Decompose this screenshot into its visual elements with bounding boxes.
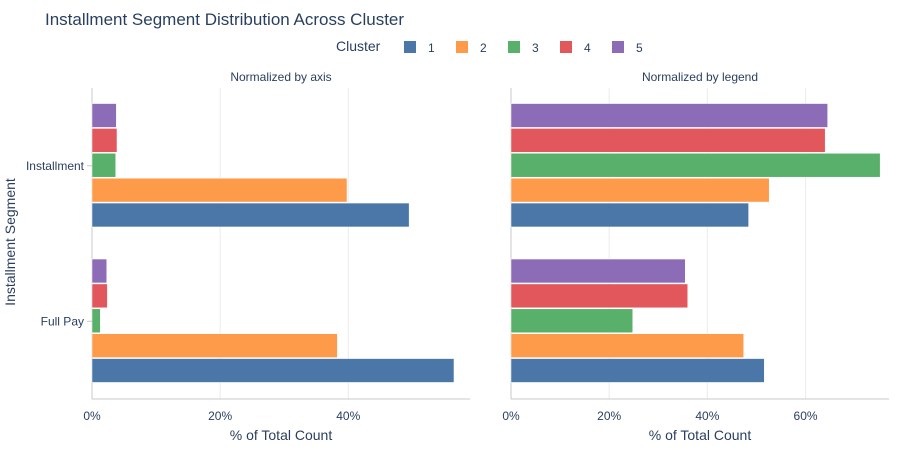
bar-full-pay-cluster-4[interactable] [510, 283, 688, 309]
legend-title: Cluster [336, 38, 381, 54]
bar-full-pay-cluster-5[interactable] [91, 258, 107, 284]
legend-swatch-3[interactable] [508, 41, 520, 53]
legend-label-5[interactable]: 5 [636, 41, 643, 55]
bar-installment-cluster-5[interactable] [510, 103, 828, 128]
x-axis-title: % of Total Count [230, 427, 333, 443]
bar-installment-cluster-1[interactable] [91, 202, 410, 228]
chart-title: Installment Segment Distribution Across … [45, 10, 404, 29]
y-axis-title: Installment Segment [2, 178, 18, 306]
bar-full-pay-cluster-3[interactable] [510, 308, 633, 333]
x-tick-label: 40% [695, 409, 719, 423]
panel-2: Normalized by legend 0% 20% 40% 60% % of Tota… [502, 70, 889, 443]
x-tick-label: 40% [336, 409, 360, 423]
legend-swatch-4[interactable] [560, 41, 572, 53]
legend-label-3[interactable]: 3 [532, 41, 539, 55]
bar-installment-cluster-1[interactable] [510, 202, 749, 228]
bar-installment-cluster-2[interactable] [91, 177, 348, 203]
bar-installment-cluster-2[interactable] [510, 177, 770, 203]
x-tick-label: 60% [794, 409, 818, 423]
panel-subtitle: Normalized by axis [230, 70, 331, 84]
y-tick-label: Full Pay [41, 314, 84, 328]
legend-label-4[interactable]: 4 [584, 41, 591, 55]
bar-full-pay-cluster-3[interactable] [91, 308, 101, 333]
y-tick-label: Installment [26, 159, 85, 173]
legend-label-1[interactable]: 1 [428, 41, 435, 55]
panel-subtitle: Normalized by legend [642, 70, 758, 84]
x-tick-label: 0% [83, 409, 101, 423]
bar-installment-cluster-3[interactable] [510, 153, 881, 178]
x-tick-label: 20% [597, 409, 621, 423]
legend-swatch-5[interactable] [612, 41, 624, 53]
legend-label-2[interactable]: 2 [480, 41, 487, 55]
bar-full-pay-cluster-2[interactable] [91, 333, 338, 358]
bar-full-pay-cluster-4[interactable] [91, 283, 108, 309]
x-axis-title: % of Total Count [649, 427, 752, 443]
legend-swatch-1[interactable] [404, 41, 416, 53]
bar-full-pay-cluster-2[interactable] [510, 333, 744, 358]
legend: Cluster 1 2 3 4 5 [336, 38, 643, 55]
panel-1: Normalized by axis 0% 20% 40%% of Total Cou… [26, 70, 470, 443]
x-tick-label: 20% [208, 409, 232, 423]
bar-installment-cluster-4[interactable] [91, 128, 118, 153]
bar-full-pay-cluster-1[interactable] [91, 358, 455, 383]
bar-installment-cluster-4[interactable] [510, 128, 826, 153]
x-tick-label: 0% [502, 409, 520, 423]
bar-full-pay-cluster-1[interactable] [510, 358, 765, 383]
bar-full-pay-cluster-5[interactable] [510, 258, 686, 284]
legend-swatch-2[interactable] [456, 41, 468, 53]
bar-installment-cluster-3[interactable] [91, 153, 116, 178]
bar-installment-cluster-5[interactable] [91, 103, 117, 128]
